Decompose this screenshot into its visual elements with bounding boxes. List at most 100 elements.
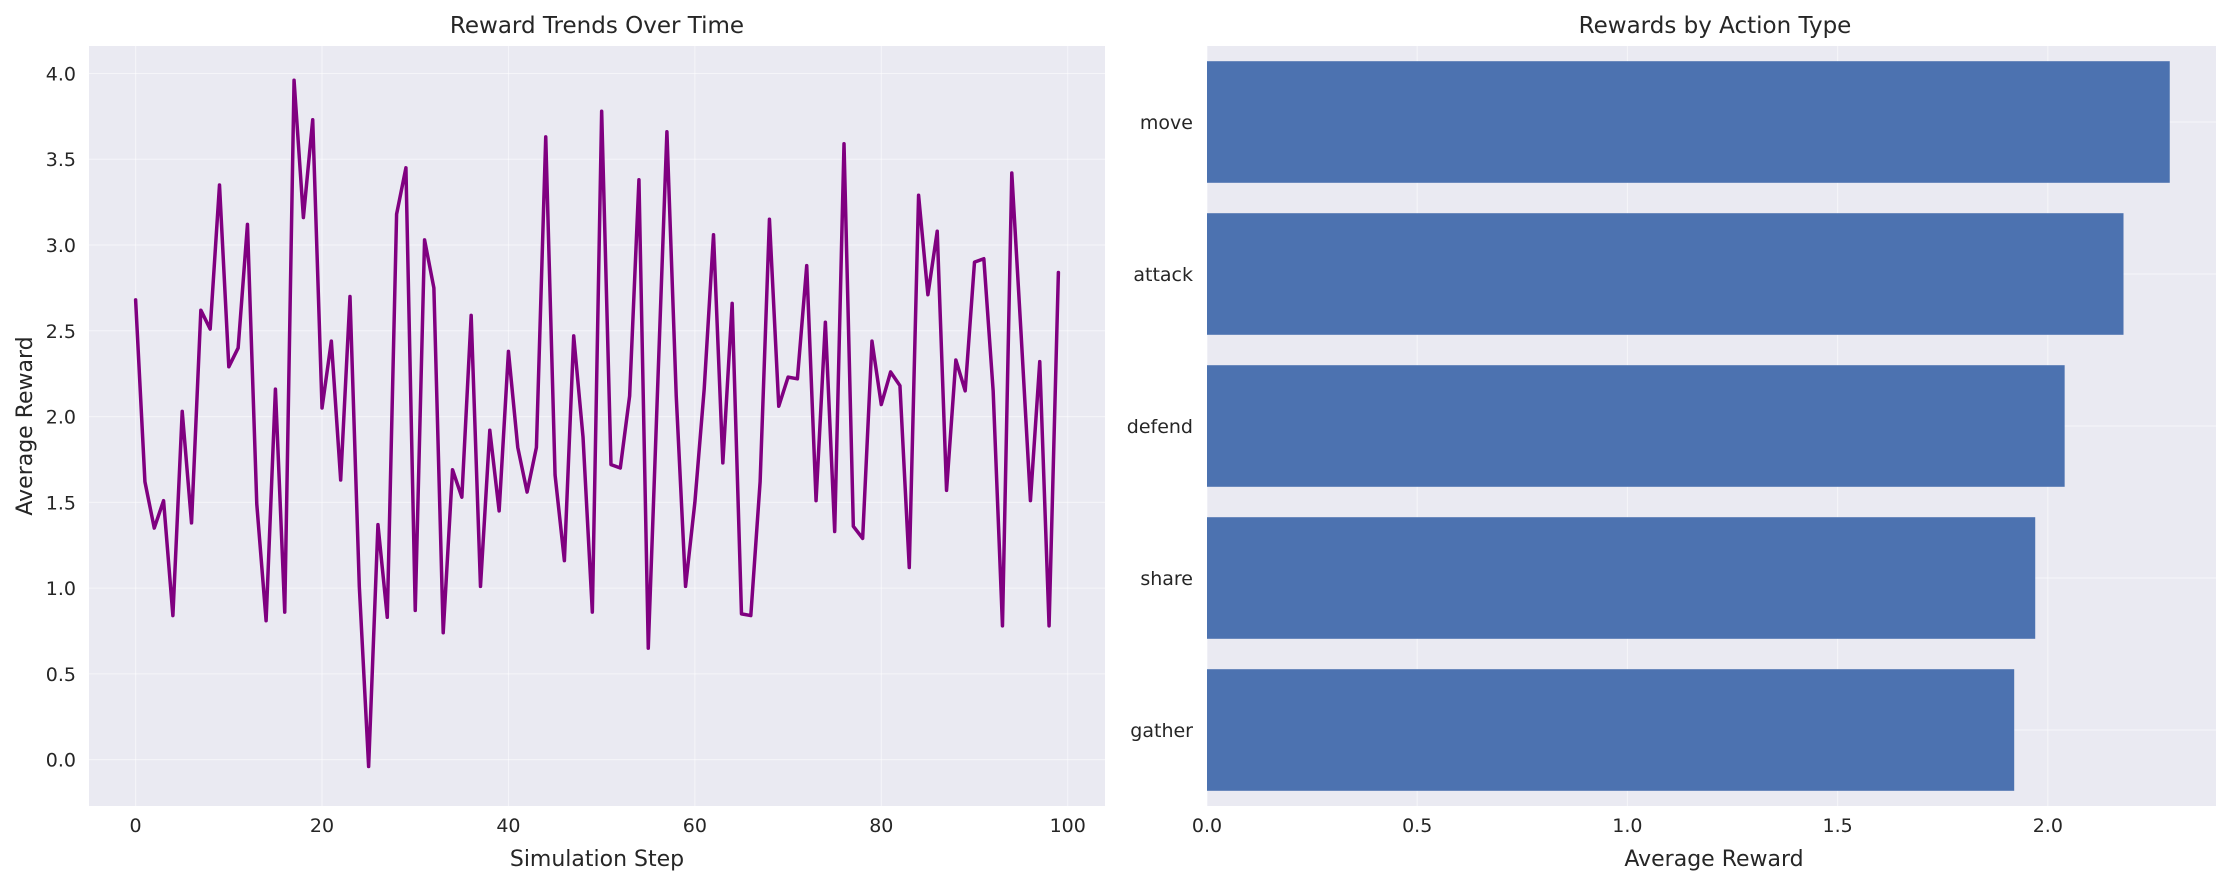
- reward-data-point: [637, 178, 641, 182]
- reward-data-point: [469, 314, 473, 317]
- reward-data-point: [749, 614, 752, 617]
- reward-series-line: [133, 78, 1061, 769]
- reward-data-point: [348, 295, 352, 298]
- bar-x-tick-label: 1.5: [1823, 815, 1853, 837]
- line-y-tick-label: 1.5: [46, 492, 76, 514]
- reward-data-point: [330, 339, 333, 343]
- reward-data-point: [880, 403, 883, 406]
- bar-category-labels: move attack defend share gather: [1127, 112, 1193, 742]
- reward-data-point: [199, 308, 203, 312]
- reward-data-point: [171, 614, 175, 617]
- reward-data-point: [320, 406, 324, 410]
- line-chart-title: Reward Trends Over Time: [450, 13, 744, 39]
- reward-data-point: [479, 585, 482, 588]
- reward-data-point: [786, 375, 790, 379]
- line-y-tick-label: 4.0: [46, 63, 76, 85]
- reward-data-point: [1047, 624, 1051, 628]
- reward-data-point: [945, 489, 948, 492]
- bar-x-tick-label: 0.0: [1192, 815, 1222, 837]
- reward-data-point: [1019, 333, 1023, 336]
- reward-data-point: [591, 610, 594, 614]
- reward-data-point: [1057, 271, 1060, 274]
- bar-category-label: gather: [1130, 720, 1193, 742]
- reward-data-point: [842, 142, 846, 145]
- reward-data-point: [255, 502, 258, 506]
- reward-data-point: [497, 509, 501, 513]
- reward-data-point: [572, 334, 575, 338]
- reward-data-point: [292, 79, 296, 82]
- reward-data-point: [628, 394, 631, 398]
- reward-data-point: [991, 389, 995, 393]
- bar-series: [1207, 61, 2170, 791]
- line-x-tick-label: 80: [869, 815, 893, 837]
- line-y-axis-label: Average Reward: [13, 336, 38, 515]
- reward-data-point: [208, 327, 212, 331]
- reward-data-point: [675, 394, 678, 398]
- reward-data-point: [936, 230, 939, 233]
- reward-data-point: [889, 370, 892, 374]
- reward-data-point: [246, 223, 249, 226]
- reward-data-point: [134, 298, 137, 302]
- line-y-tick-label: 0.5: [46, 664, 76, 686]
- bar-x-tick-label: 1.0: [1612, 815, 1642, 837]
- reward-data-point: [181, 410, 184, 413]
- line-y-tick-label: 2.0: [46, 407, 76, 429]
- line-chart: 0 20 40 60 80 100 0.0 0.5 1.0 1.5 2.0 2.5 3.0 3.5 4.0…: [13, 13, 1105, 872]
- reward-data-point: [1038, 360, 1041, 363]
- reward-data-point: [404, 166, 408, 170]
- bar-category-label: defend: [1127, 416, 1193, 438]
- reward-data-point: [525, 490, 529, 494]
- line-y-tick-label: 2.5: [46, 321, 76, 343]
- reward-data-point: [395, 212, 398, 216]
- reward-data-point: [702, 387, 706, 391]
- reward-data-point: [386, 616, 389, 619]
- line-x-tick-label: 100: [1050, 815, 1086, 837]
- line-x-ticks: 0 20 40 60 80 100: [130, 815, 1086, 837]
- reward-data-point: [600, 109, 603, 113]
- reward-data-point: [1001, 624, 1004, 628]
- line-x-tick-label: 20: [310, 815, 334, 837]
- reward-data-point: [814, 499, 818, 502]
- reward-data-point: [367, 765, 370, 768]
- reward-data-point: [507, 350, 510, 353]
- reward-data-point: [423, 238, 426, 242]
- reward-data-point: [311, 118, 314, 121]
- reward-data-point: [693, 501, 697, 504]
- reward-data-point: [609, 463, 613, 466]
- reward-data-point: [852, 525, 855, 528]
- bar-share: [1207, 517, 2036, 639]
- reward-data-point: [805, 264, 808, 267]
- reward-data-point: [656, 387, 659, 391]
- reward-data-point: [339, 478, 342, 482]
- reward-data-point: [1010, 171, 1013, 175]
- reward-data-point: [768, 218, 771, 221]
- bar-gather: [1207, 669, 2015, 791]
- reward-data-point: [153, 526, 156, 530]
- reward-data-point: [460, 495, 464, 499]
- reward-data-point: [283, 610, 286, 614]
- reward-data-point: [684, 585, 687, 588]
- reward-data-point: [218, 183, 221, 187]
- bar-x-axis-label: Average Reward: [1624, 847, 1803, 872]
- reward-data-point: [414, 609, 417, 612]
- reward-data-point: [665, 130, 669, 133]
- reward-data-point: [1029, 499, 1032, 502]
- reward-data-point: [488, 429, 492, 432]
- bar-category-label: attack: [1133, 264, 1193, 286]
- reward-data-point: [376, 523, 380, 526]
- line-y-tick-label: 1.0: [46, 578, 76, 600]
- bar-chart-title: Rewards by Action Type: [1579, 13, 1852, 39]
- reward-data-point: [544, 135, 547, 139]
- reward-data-point: [954, 358, 958, 362]
- reward-data-point: [264, 619, 268, 622]
- line-y-tick-label: 3.5: [46, 149, 76, 171]
- line-y-tick-label: 0.0: [46, 750, 76, 772]
- reward-data-point: [908, 566, 911, 569]
- reward-data-point: [712, 233, 715, 236]
- line-x-tick-label: 0: [130, 815, 142, 837]
- reward-data-point: [973, 260, 976, 264]
- bar-x-ticks: 0.0 0.5 1.0 1.5 2.0: [1192, 815, 2063, 837]
- reward-data-point: [553, 473, 557, 477]
- reward-data-point: [432, 286, 436, 290]
